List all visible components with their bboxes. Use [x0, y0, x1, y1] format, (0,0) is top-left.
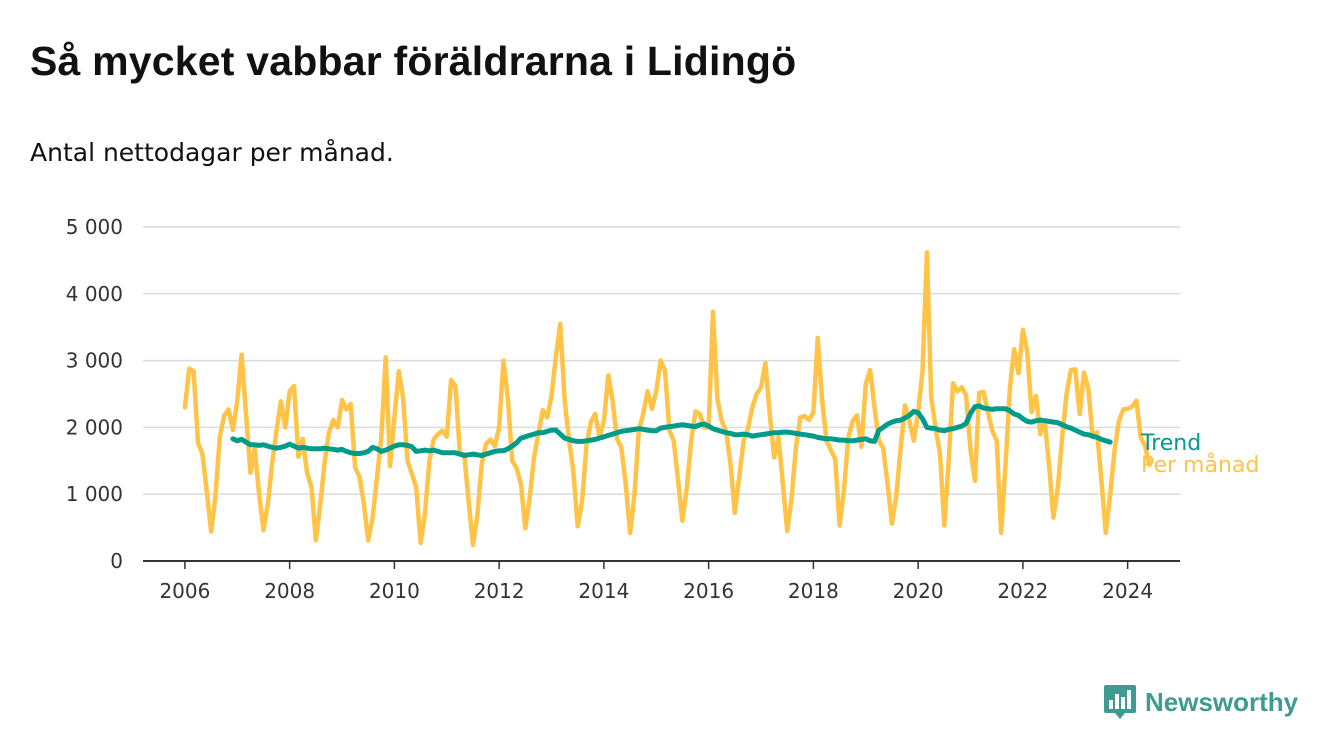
- y-axis: 0 1 000 2 000 3 000 4 000 5 000: [66, 215, 123, 573]
- brand-name: Newsworthy: [1145, 686, 1299, 717]
- x-tick-label: 2024: [1102, 579, 1153, 603]
- x-tick-label: 2020: [893, 579, 944, 603]
- series-label-per-manad: Per månad: [1141, 452, 1259, 478]
- series-label-trend: Trend: [1140, 431, 1201, 456]
- x-tick-label: 2006: [159, 579, 210, 603]
- y-tick-label: 1 000: [66, 482, 123, 506]
- newsworthy-logo: Newsworthy: [1103, 683, 1298, 721]
- y-tick-label: 3 000: [66, 349, 123, 373]
- x-axis: 2006 2008 2010 2012 2014 2016 2018 2020 2022 2024: [143, 560, 1180, 603]
- x-tick-label: 2016: [683, 579, 734, 603]
- y-tick-label: 5 000: [66, 215, 123, 239]
- x-tick-label: 2012: [474, 579, 525, 603]
- chart-title: Så mycket vabbar föräldrarna i Lidingö: [30, 38, 797, 84]
- x-tick-label: 2018: [788, 579, 839, 603]
- series-line-per-manad: [182, 250, 1152, 548]
- chart-subtitle: Antal nettodagar per månad.: [30, 138, 394, 167]
- x-tick-label: 2008: [264, 579, 315, 603]
- x-tick-label: 2010: [369, 579, 420, 603]
- x-tick-label: 2014: [578, 579, 629, 603]
- y-tick-label: 2 000: [66, 415, 123, 439]
- x-tick-label: 2022: [997, 579, 1048, 603]
- y-tick-label: 0: [110, 549, 123, 573]
- y-tick-label: 4 000: [66, 282, 123, 306]
- series-lines: [182, 250, 1152, 548]
- series-line-trend: [230, 403, 1113, 458]
- bar-chart-bubble-icon: [1104, 685, 1136, 719]
